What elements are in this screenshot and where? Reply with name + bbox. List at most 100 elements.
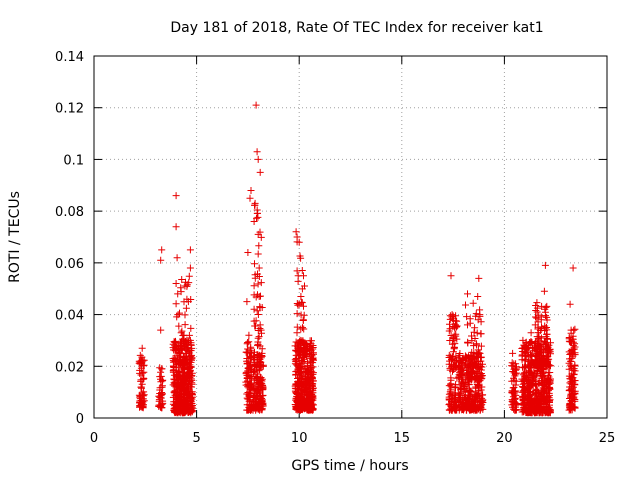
x-tick-label: 15 xyxy=(394,431,411,446)
data-point xyxy=(294,301,302,309)
data-point xyxy=(542,303,550,311)
data-point xyxy=(466,406,474,414)
data-point xyxy=(448,311,456,319)
data-point xyxy=(569,264,577,272)
data-point xyxy=(173,360,181,368)
data-point xyxy=(300,302,307,310)
data-point xyxy=(294,377,302,385)
data-point xyxy=(566,355,573,363)
data-point xyxy=(529,378,537,386)
data-point xyxy=(173,254,181,262)
data-point xyxy=(477,342,485,350)
data-point xyxy=(176,309,183,317)
data-point xyxy=(309,377,317,385)
data-point xyxy=(186,364,194,371)
data-point xyxy=(254,250,262,258)
data-point xyxy=(188,383,195,391)
data-point xyxy=(183,386,191,394)
data-point xyxy=(297,254,305,262)
data-point xyxy=(464,338,472,346)
data-point xyxy=(521,373,529,381)
data-point xyxy=(174,311,182,319)
data-point xyxy=(543,345,551,353)
data-point xyxy=(158,404,166,412)
data-point xyxy=(567,326,575,334)
data-point xyxy=(543,324,550,331)
data-point xyxy=(256,304,264,312)
data-point xyxy=(172,280,180,287)
data-point xyxy=(471,370,478,378)
data-point xyxy=(449,405,457,413)
data-point xyxy=(255,242,263,250)
data-point xyxy=(535,407,543,414)
data-point xyxy=(567,397,575,405)
data-point xyxy=(257,326,265,334)
data-point xyxy=(471,360,479,368)
data-point xyxy=(446,312,454,320)
data-point xyxy=(253,307,261,315)
data-point xyxy=(293,300,301,307)
x-tick-label: 10 xyxy=(291,431,308,446)
data-point xyxy=(178,276,186,283)
data-point xyxy=(298,346,306,354)
data-point xyxy=(184,363,192,371)
data-point xyxy=(256,359,264,367)
data-point xyxy=(157,256,165,264)
y-tick-label: 0.06 xyxy=(55,257,84,272)
data-point xyxy=(455,391,463,399)
data-point xyxy=(250,376,258,384)
data-point xyxy=(254,230,262,238)
data-point xyxy=(186,264,194,272)
data-point xyxy=(469,299,477,307)
data-point xyxy=(180,381,188,389)
data-point xyxy=(295,379,303,386)
data-point xyxy=(544,352,551,360)
data-point xyxy=(157,326,165,334)
data-point xyxy=(468,348,476,356)
data-point xyxy=(512,401,520,409)
data-point xyxy=(294,375,301,382)
data-point xyxy=(534,341,542,349)
data-point xyxy=(545,380,552,388)
data-point xyxy=(177,346,185,354)
data-point xyxy=(243,390,251,398)
data-point xyxy=(571,325,579,333)
data-point xyxy=(565,365,573,373)
data-point xyxy=(510,369,518,377)
data-point xyxy=(298,405,306,413)
data-point xyxy=(476,397,484,405)
data-point xyxy=(182,344,190,352)
data-point xyxy=(525,409,532,417)
data-point xyxy=(186,336,194,344)
data-point xyxy=(187,341,195,349)
data-point xyxy=(462,301,469,309)
data-point xyxy=(463,369,471,377)
data-point xyxy=(254,213,262,221)
data-point xyxy=(169,367,177,375)
data-point xyxy=(176,349,184,357)
data-point xyxy=(518,408,526,416)
data-point xyxy=(451,383,459,391)
data-point xyxy=(137,383,145,391)
data-point xyxy=(447,376,455,384)
data-point xyxy=(137,357,145,365)
data-point xyxy=(254,155,262,163)
data-point xyxy=(547,339,554,347)
data-point xyxy=(243,298,251,306)
data-point xyxy=(242,368,250,376)
data-point xyxy=(297,383,305,391)
data-point xyxy=(183,281,191,289)
data-point xyxy=(565,337,573,345)
data-point xyxy=(545,408,553,416)
data-point xyxy=(139,404,147,412)
data-point xyxy=(532,313,539,321)
data-point xyxy=(306,344,313,352)
data-point xyxy=(254,338,262,346)
data-point xyxy=(305,367,313,375)
y-tick-label: 0.14 xyxy=(55,50,84,65)
data-point xyxy=(537,334,545,342)
data-point xyxy=(138,344,146,352)
plot-frame xyxy=(93,55,608,419)
data-point xyxy=(176,373,184,381)
y-axis-ticks: 0 0.02 0.04 0.06 0.08 0.1 0.12 0.14 xyxy=(55,50,607,427)
